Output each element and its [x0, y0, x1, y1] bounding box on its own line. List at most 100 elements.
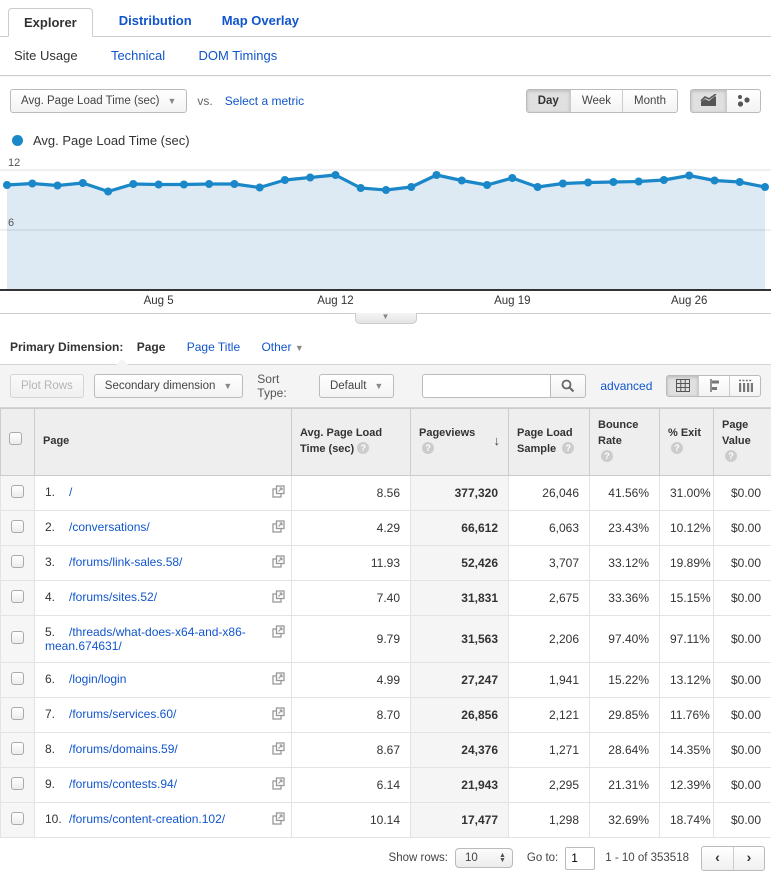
data-point[interactable] — [635, 178, 643, 186]
help-icon[interactable]: ? — [357, 442, 369, 454]
header-page-load-sample[interactable]: Page Load Sample ? — [509, 409, 590, 476]
scatter-chart-icon[interactable] — [726, 90, 760, 112]
search-input[interactable] — [422, 374, 550, 398]
sort-descending-icon[interactable]: ↓ — [494, 432, 501, 451]
data-point[interactable] — [711, 177, 719, 185]
row-checkbox[interactable] — [11, 631, 24, 644]
header-pageviews[interactable]: ↓Pageviews? — [411, 409, 509, 476]
open-page-button[interactable] — [272, 812, 285, 828]
page-link[interactable]: /forums/link-sales.58/ — [69, 555, 182, 569]
row-checkbox[interactable] — [11, 555, 24, 568]
dimension-other[interactable]: Other ▼ — [261, 340, 303, 354]
show-rows-select[interactable]: 10 ▲▼ — [455, 848, 513, 868]
search-button[interactable] — [550, 374, 586, 398]
data-point[interactable] — [584, 179, 592, 187]
chart-collapse-handle[interactable]: ▼ — [355, 313, 417, 324]
row-checkbox[interactable] — [11, 590, 24, 603]
comparison-view-icon[interactable] — [698, 376, 729, 396]
metric-dropdown[interactable]: Avg. Page Load Time (sec) ▼ — [10, 89, 187, 113]
data-point[interactable] — [230, 180, 238, 188]
header-page[interactable]: Page — [35, 409, 292, 476]
pivot-view-icon[interactable] — [729, 376, 760, 396]
subnav-technical[interactable]: Technical — [111, 48, 165, 63]
select-all-checkbox[interactable] — [9, 432, 22, 445]
data-point[interactable] — [357, 184, 365, 192]
data-point[interactable] — [761, 183, 769, 191]
data-point[interactable] — [79, 179, 87, 187]
data-point[interactable] — [685, 172, 693, 180]
subnav-site-usage[interactable]: Site Usage — [14, 48, 78, 63]
row-checkbox[interactable] — [11, 707, 24, 720]
data-point[interactable] — [306, 174, 314, 182]
table-view-icon[interactable] — [667, 376, 698, 396]
page-link[interactable]: /login/login — [69, 672, 126, 686]
advanced-search-link[interactable]: advanced — [600, 379, 652, 393]
data-point[interactable] — [483, 181, 491, 189]
data-point[interactable] — [3, 181, 11, 189]
tab-map-overlay[interactable]: Map Overlay — [218, 7, 303, 36]
data-point[interactable] — [155, 181, 163, 189]
data-point[interactable] — [54, 182, 62, 190]
data-point[interactable] — [534, 183, 542, 191]
row-checkbox[interactable] — [11, 742, 24, 755]
header-percent-exit[interactable]: % Exit? — [660, 409, 714, 476]
open-page-button[interactable] — [272, 485, 285, 501]
open-page-button[interactable] — [272, 777, 285, 793]
row-checkbox[interactable] — [11, 485, 24, 498]
open-page-button[interactable] — [272, 555, 285, 571]
data-point[interactable] — [332, 171, 340, 179]
open-page-button[interactable] — [272, 625, 285, 641]
dimension-page-title[interactable]: Page Title — [187, 340, 240, 354]
data-point[interactable] — [458, 177, 466, 185]
plot-rows-button[interactable]: Plot Rows — [10, 374, 84, 398]
data-point[interactable] — [129, 180, 137, 188]
goto-page-input[interactable] — [565, 847, 595, 870]
subnav-dom-timings[interactable]: DOM Timings — [198, 48, 277, 63]
data-point[interactable] — [256, 184, 264, 192]
help-icon[interactable]: ? — [601, 450, 613, 462]
header-avg-page-load-time[interactable]: Avg. Page Load Time (sec)? — [292, 409, 411, 476]
secondary-dimension-dropdown[interactable]: Secondary dimension ▼ — [94, 374, 244, 398]
open-page-button[interactable] — [272, 672, 285, 688]
open-page-button[interactable] — [272, 742, 285, 758]
help-icon[interactable]: ? — [725, 450, 737, 462]
row-checkbox[interactable] — [11, 812, 24, 825]
open-page-button[interactable] — [272, 520, 285, 536]
help-icon[interactable]: ? — [422, 442, 434, 454]
page-link[interactable]: /forums/domains.59/ — [69, 742, 178, 756]
header-bounce-rate[interactable]: Bounce Rate? — [590, 409, 660, 476]
row-checkbox[interactable] — [11, 672, 24, 685]
open-page-button[interactable] — [272, 707, 285, 723]
data-point[interactable] — [104, 188, 112, 196]
data-point[interactable] — [180, 181, 188, 189]
data-point[interactable] — [660, 176, 668, 184]
data-point[interactable] — [205, 180, 213, 188]
previous-page-button[interactable]: ‹ — [702, 847, 733, 870]
data-point[interactable] — [28, 180, 36, 188]
data-point[interactable] — [508, 174, 516, 182]
page-link[interactable]: /forums/services.60/ — [69, 707, 176, 721]
data-point[interactable] — [609, 178, 617, 186]
data-point[interactable] — [382, 186, 390, 194]
data-point[interactable] — [433, 171, 441, 179]
dimension-page[interactable]: Page — [137, 340, 166, 354]
help-icon[interactable]: ? — [671, 442, 683, 454]
granularity-week-button[interactable]: Week — [570, 90, 622, 112]
page-link[interactable]: /threads/what-does-x64-and-x86-mean.6746… — [45, 625, 246, 653]
page-link[interactable]: / — [69, 485, 72, 499]
row-checkbox[interactable] — [11, 520, 24, 533]
row-checkbox[interactable] — [11, 777, 24, 790]
page-link[interactable]: /forums/content-creation.102/ — [69, 812, 225, 826]
data-point[interactable] — [559, 180, 567, 188]
select-metric-link[interactable]: Select a metric — [225, 94, 304, 108]
page-link[interactable]: /forums/contests.94/ — [69, 777, 177, 791]
sort-type-dropdown[interactable]: Default ▼ — [319, 374, 394, 398]
tab-explorer[interactable]: Explorer — [8, 8, 93, 37]
next-page-button[interactable]: › — [733, 847, 764, 870]
data-point[interactable] — [736, 178, 744, 186]
data-point[interactable] — [281, 176, 289, 184]
open-page-button[interactable] — [272, 590, 285, 606]
help-icon[interactable]: ? — [562, 442, 574, 454]
data-point[interactable] — [407, 183, 415, 191]
